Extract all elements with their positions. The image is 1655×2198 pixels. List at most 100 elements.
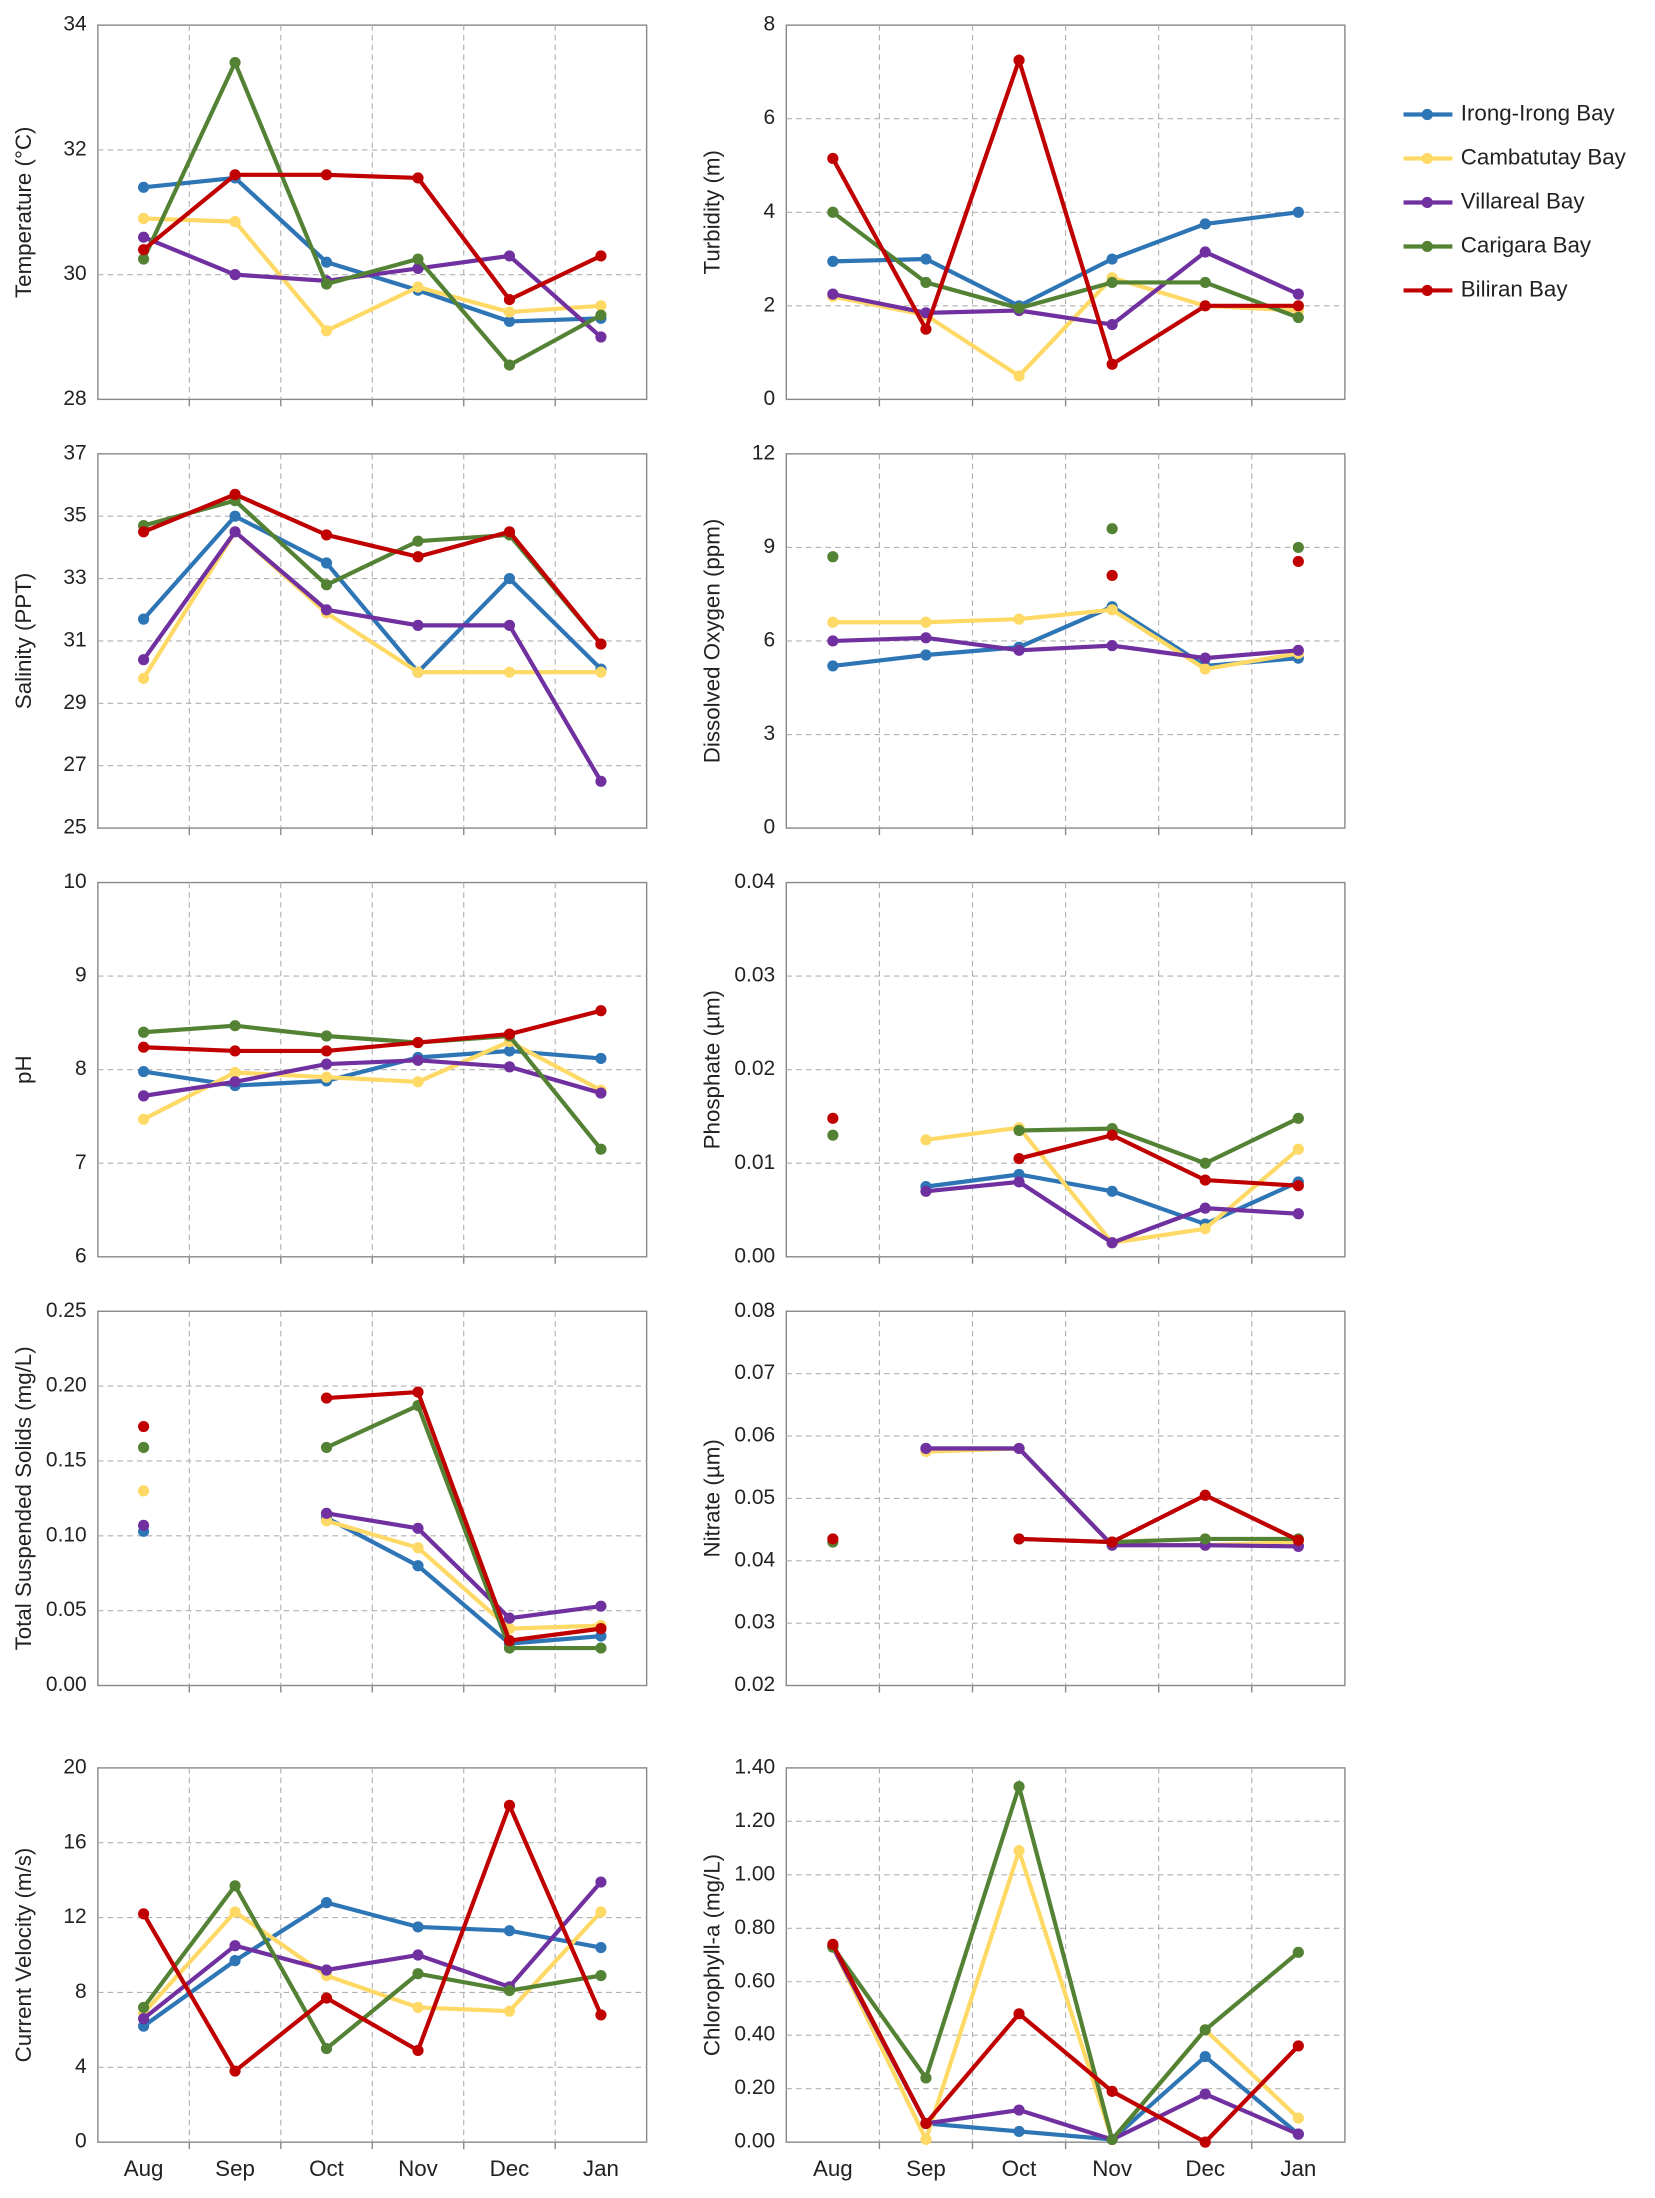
data-point (503, 1028, 516, 1040)
data-point (1292, 206, 1304, 218)
y-tick-label: 0.20 (46, 1374, 87, 1397)
y-tick-label: 25 (63, 816, 86, 839)
y-tick-label: 0.15 (46, 1448, 87, 1471)
y-tick-label: 30 (63, 262, 86, 285)
data-point (1199, 1489, 1211, 1501)
data-point (138, 613, 150, 625)
data-point (1292, 541, 1304, 553)
data-point (229, 1880, 241, 1892)
series-line (141, 57, 602, 368)
data-point (1199, 1533, 1211, 1545)
data-point (229, 1045, 241, 1057)
y-tick-label: 9 (763, 535, 775, 558)
y-tick-label: 0.03 (734, 964, 775, 987)
data-point (920, 276, 932, 289)
data-point (1106, 318, 1118, 331)
data-point (320, 579, 333, 591)
y-tick-label: 28 (63, 387, 86, 410)
data-point (920, 632, 932, 644)
y-tick-label: 1.00 (734, 1862, 775, 1885)
y-tick-label: 12 (752, 441, 775, 464)
data-point (1013, 644, 1025, 656)
x-tick-label: Jan (1280, 2156, 1316, 2181)
x-tick-label: Sep (215, 2156, 255, 2181)
data-point (503, 1061, 516, 1073)
data-point (1106, 604, 1118, 616)
data-point (1292, 300, 1304, 312)
legend-label: Irong-Irong Bay (1461, 100, 1616, 125)
y-tick-label: 0.80 (734, 1916, 775, 1939)
y-axis-label: Nitrate (µm) (700, 1439, 725, 1557)
data-point (229, 488, 241, 500)
data-point (1106, 523, 1118, 535)
data-point (827, 1533, 839, 1545)
data-point (138, 1908, 150, 1920)
data-point (1292, 311, 1304, 324)
data-point (229, 526, 241, 538)
y-tick-label: 0.00 (734, 2130, 775, 2153)
y-tick-label: 33 (63, 566, 86, 589)
y-axis-label: Temperature (°C) (11, 127, 36, 298)
y-axis-label: Turbidity (m) (700, 150, 725, 274)
data-point (595, 1005, 607, 1017)
data-point (320, 1071, 333, 1083)
data-point (920, 649, 932, 661)
series-line (1019, 1116, 1300, 1166)
data-point (138, 2013, 150, 2025)
data-point (503, 315, 516, 328)
series-line (325, 1515, 602, 1646)
data-point (595, 1143, 607, 1155)
y-tick-label: 4 (763, 200, 775, 223)
y-tick-label: 3 (763, 722, 775, 745)
data-point (503, 306, 516, 318)
y-tick-label: 0.60 (734, 1969, 775, 1992)
data-point (1106, 253, 1118, 265)
data-point (1292, 1112, 1304, 1124)
data-point (595, 1052, 607, 1065)
y-tick-label: 10 (63, 870, 86, 893)
data-point (503, 359, 516, 371)
data-point (595, 250, 607, 262)
data-point (920, 616, 932, 628)
data-point (503, 1045, 516, 1057)
data-point (1106, 1185, 1118, 1197)
data-point (320, 1992, 333, 2004)
data-point (1199, 218, 1211, 230)
data-point (1199, 2051, 1211, 2063)
y-tick-label: 9 (75, 964, 87, 987)
data-point (595, 1600, 607, 1612)
y-tick-label: 0.08 (734, 1299, 775, 1322)
data-point (138, 1519, 150, 1531)
y-tick-label: 0.01 (734, 1151, 775, 1174)
data-point (1106, 640, 1118, 652)
y-tick-label: 8 (763, 13, 775, 36)
data-point (1106, 276, 1118, 289)
data-point (1013, 1845, 1025, 1857)
series-line (1018, 1132, 1299, 1188)
data-point (320, 1030, 333, 1042)
x-tick-label: Aug (813, 2156, 853, 2181)
data-point (1292, 1180, 1304, 1192)
data-point (412, 172, 424, 184)
x-tick-label: Sep (906, 2156, 946, 2181)
data-point (229, 269, 241, 281)
y-tick-label: 0.02 (734, 1057, 775, 1080)
data-point (320, 1441, 333, 1454)
data-point (1292, 1208, 1304, 1220)
y-tick-label: 31 (63, 628, 86, 651)
y-tick-label: 0.10 (46, 1523, 87, 1546)
series-line (142, 172, 602, 303)
data-point (320, 325, 333, 337)
series-line (143, 1023, 603, 1151)
series-line (141, 528, 603, 783)
data-point (138, 526, 150, 538)
series-line (142, 1039, 602, 1122)
y-tick-label: 0.40 (734, 2023, 775, 2046)
y-tick-label: 0 (75, 2130, 87, 2153)
y-axis-label: Phosphate (µm) (700, 990, 725, 1149)
legend-marker (1421, 196, 1433, 209)
series-line (325, 1402, 601, 1651)
y-tick-label: 29 (63, 691, 86, 714)
data-point (595, 1906, 607, 1918)
data-point (1292, 555, 1304, 568)
